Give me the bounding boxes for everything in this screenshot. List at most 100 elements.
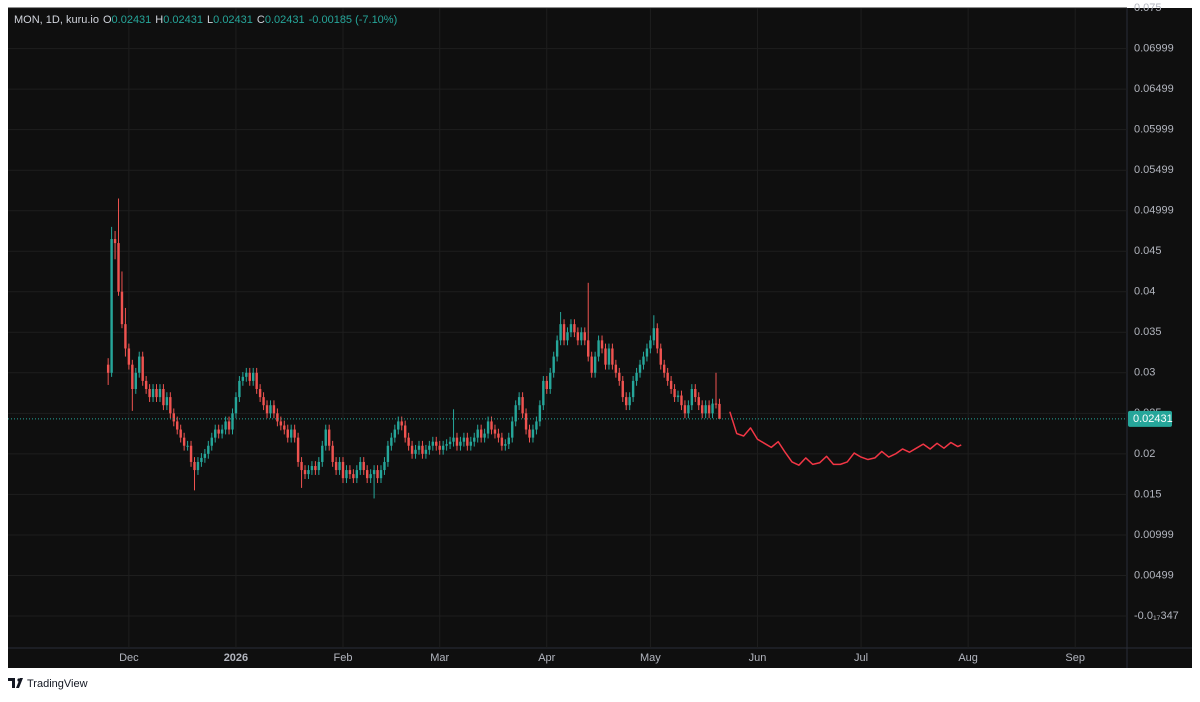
candle-body [479, 429, 483, 438]
marks [106, 198, 721, 499]
candle-body [110, 239, 113, 373]
candle-body [600, 340, 604, 349]
candle-body [462, 437, 466, 442]
candle-body [334, 461, 338, 471]
candle-body [424, 449, 428, 454]
candle-body [262, 397, 265, 406]
candle-body [131, 364, 134, 390]
candle-body [372, 470, 376, 475]
candle-body [138, 356, 141, 373]
candle-body [210, 437, 213, 446]
candle-body [383, 461, 386, 471]
y-tick-label: 0.05999 [1134, 124, 1174, 136]
candle-body [511, 421, 514, 438]
candle-body [718, 403, 721, 419]
candle-body [307, 470, 310, 475]
candle-body [517, 397, 521, 406]
candle-body [248, 372, 251, 381]
candle-body [148, 389, 151, 398]
candle-body [507, 437, 510, 445]
candle-body [452, 437, 455, 442]
candle-body [604, 348, 607, 365]
candle-body [296, 437, 300, 462]
x-tick-label: Aug [958, 652, 978, 664]
candle-body [504, 444, 507, 446]
legend-value: 0.02431 [265, 14, 305, 26]
candle-body [459, 441, 462, 446]
y-tick-label: 0.05499 [1134, 164, 1174, 176]
candle-body [293, 429, 296, 438]
candle-body [493, 429, 497, 434]
y-tick-label: 0.06999 [1134, 43, 1174, 55]
candle-body [628, 397, 631, 406]
candle-body [341, 461, 345, 479]
candle-body [673, 389, 676, 398]
last-price-label: 0.02431 [1133, 413, 1173, 425]
candle-body [407, 437, 410, 446]
candle-body [365, 470, 369, 479]
candle-body [317, 461, 321, 471]
candle-body [669, 380, 673, 390]
y-tick-label: 0.015 [1134, 488, 1162, 500]
y-tick-label: 0.00499 [1134, 569, 1174, 581]
legend: MON, 1D, kuru.io O0.02431 H0.02431 L0.02431… [14, 14, 397, 26]
y-tick-label: 0.045 [1134, 245, 1162, 257]
chart-background [8, 8, 1192, 668]
candle-body [241, 376, 245, 381]
candle-body [638, 364, 642, 373]
candle-body [207, 445, 210, 454]
candle-body [656, 328, 659, 349]
candle-body [690, 389, 694, 406]
candle-body [348, 470, 352, 475]
candle-body [214, 429, 217, 438]
candle-body [272, 405, 276, 414]
candle-body [352, 474, 355, 479]
candle-body [555, 340, 559, 357]
candle-body [593, 356, 597, 373]
candle-body [252, 372, 255, 381]
legend-value: 0.02431 [112, 14, 152, 26]
candle-body [276, 413, 279, 422]
candle-body [680, 395, 683, 406]
candle-body [542, 380, 545, 406]
candle-body [697, 397, 700, 406]
candle-body [321, 445, 324, 462]
candle-body [645, 348, 649, 357]
candle-body [531, 429, 535, 438]
candle-body [635, 372, 638, 381]
candle-body [490, 421, 493, 430]
legend-value: 0.02431 [213, 14, 253, 26]
y-tick-label: 0.04 [1134, 286, 1155, 298]
forecast-line [729, 411, 962, 466]
candle-body [289, 429, 293, 438]
candle-body [428, 445, 431, 450]
candle-body [151, 389, 155, 398]
candle-body [255, 372, 258, 390]
candle-body [676, 395, 680, 398]
candle-body [127, 348, 131, 365]
candle-body [662, 364, 666, 373]
candle-body [196, 461, 200, 471]
candle-body [704, 405, 707, 414]
candle-body [573, 324, 576, 333]
candle-body [466, 437, 469, 446]
candle-body [500, 437, 504, 446]
candle-body [448, 441, 452, 445]
y-tick-label: -0.0₁₇347 [1134, 610, 1179, 622]
footer: TradingView [8, 678, 88, 690]
candle-body [524, 413, 528, 430]
y-tick-label: 0.04999 [1134, 205, 1174, 217]
candle-body [545, 380, 548, 390]
candle-body [238, 380, 241, 398]
x-tick-label: 2026 [224, 652, 248, 664]
candle-body [397, 421, 400, 430]
candle-body [535, 421, 538, 430]
candle-body [590, 356, 593, 373]
y-tick-label: 0.00999 [1134, 529, 1174, 541]
candle-body [155, 389, 158, 398]
candle-body [445, 444, 448, 446]
candle-body [176, 421, 179, 430]
candle-body [614, 364, 618, 373]
legend-label: O [103, 14, 112, 26]
candle-body [659, 348, 662, 365]
